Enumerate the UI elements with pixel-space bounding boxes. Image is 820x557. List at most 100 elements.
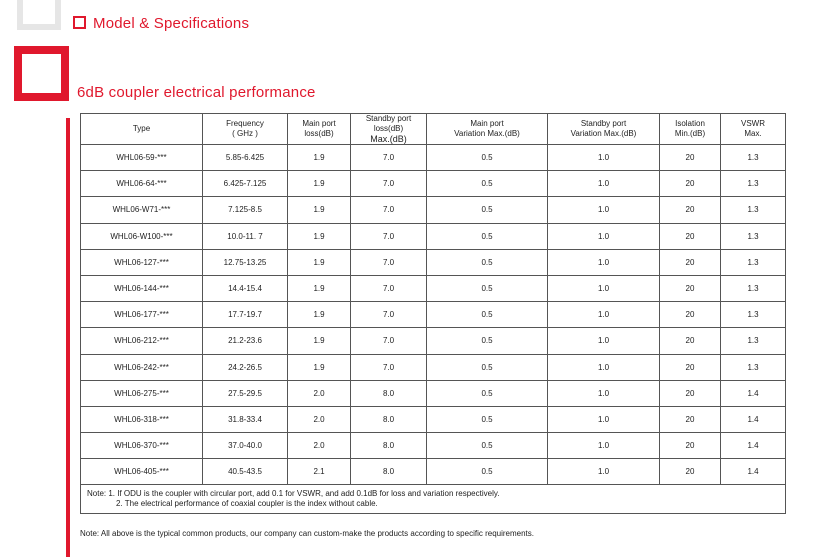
table-cell: 1.0: [547, 405, 660, 434]
table-row: WHL06-144-*** 14.4-15.4 1.9 7.0 0.5 1.0 20 1.3: [80, 274, 786, 303]
table-note-row: Note: 1. If ODU is the coupler with circ…: [80, 484, 786, 515]
table-cell: 1.4: [720, 379, 786, 407]
table-cell: 20: [659, 405, 721, 434]
table-cell: 1.9: [287, 248, 351, 276]
table-cell: 10.0-11. 7: [202, 222, 288, 250]
table-cell: 0.5: [426, 170, 548, 198]
footer-note: Note: All above is the typical common pr…: [80, 529, 534, 538]
table-cell: 1.3: [720, 248, 786, 276]
table-cell: WHL06-212-***: [80, 327, 203, 355]
table-cell: WHL06-275-***: [80, 379, 203, 407]
table-cell: 1.0: [547, 170, 660, 198]
table-row: WHL06-242-*** 24.2-26.5 1.9 7.0 0.5 1.0 20 1.3: [80, 353, 786, 381]
table-cell: 1.3: [720, 353, 786, 381]
table-row: WHL06-318-*** 31.8-33.4 2.0 8.0 0.5 1.0 20 1.4: [80, 405, 786, 434]
table-cell: 20: [659, 274, 721, 303]
table-cell: 0.5: [426, 432, 548, 460]
table-cell: 12.75-13.25: [202, 248, 288, 276]
table-cell: 0.5: [426, 222, 548, 250]
table-cell: 1.4: [720, 405, 786, 434]
table-row: WHL06-405-*** 40.5-43.5 2.1 8.0 0.5 1.0 20 1.4: [80, 458, 786, 486]
table-cell: 20: [659, 458, 721, 486]
table-row: WHL06-W71-*** 7.125-8.5 1.9 7.0 0.5 1.0 20 1.3: [80, 196, 786, 224]
table-cell: 5.85-6.425: [202, 143, 288, 172]
table-row: WHL06-370-*** 37.0-40.0 2.0 8.0 0.5 1.0 20 1.4: [80, 432, 786, 460]
table-cell: 7.0: [350, 248, 427, 276]
table-cell: 6.425-7.125: [202, 170, 288, 198]
table-cell: 14.4-15.4: [202, 274, 288, 303]
table-cell: 1.4: [720, 432, 786, 460]
table-cell: 8.0: [350, 432, 427, 460]
table-cell: 1.9: [287, 222, 351, 250]
table-cell: 1.4: [720, 458, 786, 486]
table-body: WHL06-59-*** 5.85-6.425 1.9 7.0 0.5 1.0 20 1.3 W…: [80, 143, 786, 486]
table-cell: 1.3: [720, 222, 786, 250]
table-cell: 2.1: [287, 458, 351, 486]
table-note: Note: 1. If ODU is the coupler with circ…: [80, 484, 786, 515]
column-header: Standby port Variation Max.(dB): [547, 113, 660, 145]
table-cell: 1.0: [547, 458, 660, 486]
table-cell: 0.5: [426, 458, 548, 486]
table-cell: 8.0: [350, 405, 427, 434]
table-cell: 20: [659, 143, 721, 172]
table-row: WHL06-127-*** 12.75-13.25 1.9 7.0 0.5 1.0 20 1.…: [80, 248, 786, 276]
table-cell: WHL06-318-***: [80, 405, 203, 434]
table-cell: 2.0: [287, 379, 351, 407]
table-cell: 1.3: [720, 143, 786, 172]
table-cell: 1.0: [547, 196, 660, 224]
column-header-line: Variation Max.(dB): [570, 129, 637, 138]
table-row: WHL06-212-*** 21.2-23.6 1.9 7.0 0.5 1.0 20 1.3: [80, 327, 786, 355]
column-header-line: Max.(dB): [370, 134, 407, 144]
table-cell: 27.5-29.5: [202, 379, 288, 407]
table-cell: 1.9: [287, 170, 351, 198]
table-cell: 1.9: [287, 274, 351, 303]
column-header-line: Isolation: [675, 119, 705, 128]
table-cell: 20: [659, 379, 721, 407]
note-line-1: Note: 1. If ODU is the coupler with circ…: [87, 489, 500, 499]
table-cell: WHL06-405-***: [80, 458, 203, 486]
column-header-line: loss(dB): [304, 129, 334, 138]
table-cell: 0.5: [426, 301, 548, 329]
decorative-square-icon: [14, 46, 69, 101]
table-cell: 20: [659, 432, 721, 460]
table-cell: 7.0: [350, 274, 427, 303]
table-cell: 1.9: [287, 353, 351, 381]
table-cell: 0.5: [426, 405, 548, 434]
table-cell: 20: [659, 170, 721, 198]
table-cell: 1.3: [720, 196, 786, 224]
table-cell: 20: [659, 353, 721, 381]
table-cell: 1.3: [720, 170, 786, 198]
table-cell: 1.0: [547, 222, 660, 250]
table-cell: 1.0: [547, 143, 660, 172]
table-cell: 1.9: [287, 327, 351, 355]
table-cell: 37.0-40.0: [202, 432, 288, 460]
column-header-line: VSWR: [741, 119, 765, 128]
table-cell: WHL06-59-***: [80, 143, 203, 172]
table-cell: 8.0: [350, 379, 427, 407]
column-header: Isolation Min.(dB): [659, 113, 721, 145]
column-header-line: Max.: [744, 129, 762, 138]
table-cell: 1.0: [547, 248, 660, 276]
table-cell: WHL06-127-***: [80, 248, 203, 276]
table-cell: WHL06-W71-***: [80, 196, 203, 224]
column-header: Main port Variation Max.(dB): [426, 113, 548, 145]
table-cell: 17.7-19.7: [202, 301, 288, 329]
table-cell: 21.2-23.6: [202, 327, 288, 355]
column-header-line: Min.(dB): [674, 129, 706, 138]
table-cell: 1.9: [287, 301, 351, 329]
table-cell: 1.3: [720, 274, 786, 303]
table-cell: 0.5: [426, 327, 548, 355]
table-cell: WHL06-242-***: [80, 353, 203, 381]
table-cell: 7.0: [350, 143, 427, 172]
table-row: WHL06-W100-*** 10.0-11. 7 1.9 7.0 0.5 1.0 20 1.…: [80, 222, 786, 250]
table-cell: 1.0: [547, 353, 660, 381]
table-row: WHL06-177-*** 17.7-19.7 1.9 7.0 0.5 1.0 20 1.3: [80, 301, 786, 329]
table-cell: 1.9: [287, 196, 351, 224]
column-header-line: Main port: [302, 119, 336, 128]
table-cell: 7.0: [350, 170, 427, 198]
table-cell: WHL06-144-***: [80, 274, 203, 303]
table-cell: WHL06-W100-***: [80, 222, 203, 250]
table-cell: 0.5: [426, 379, 548, 407]
table-cell: 20: [659, 327, 721, 355]
column-header-line: Type: [132, 124, 151, 133]
